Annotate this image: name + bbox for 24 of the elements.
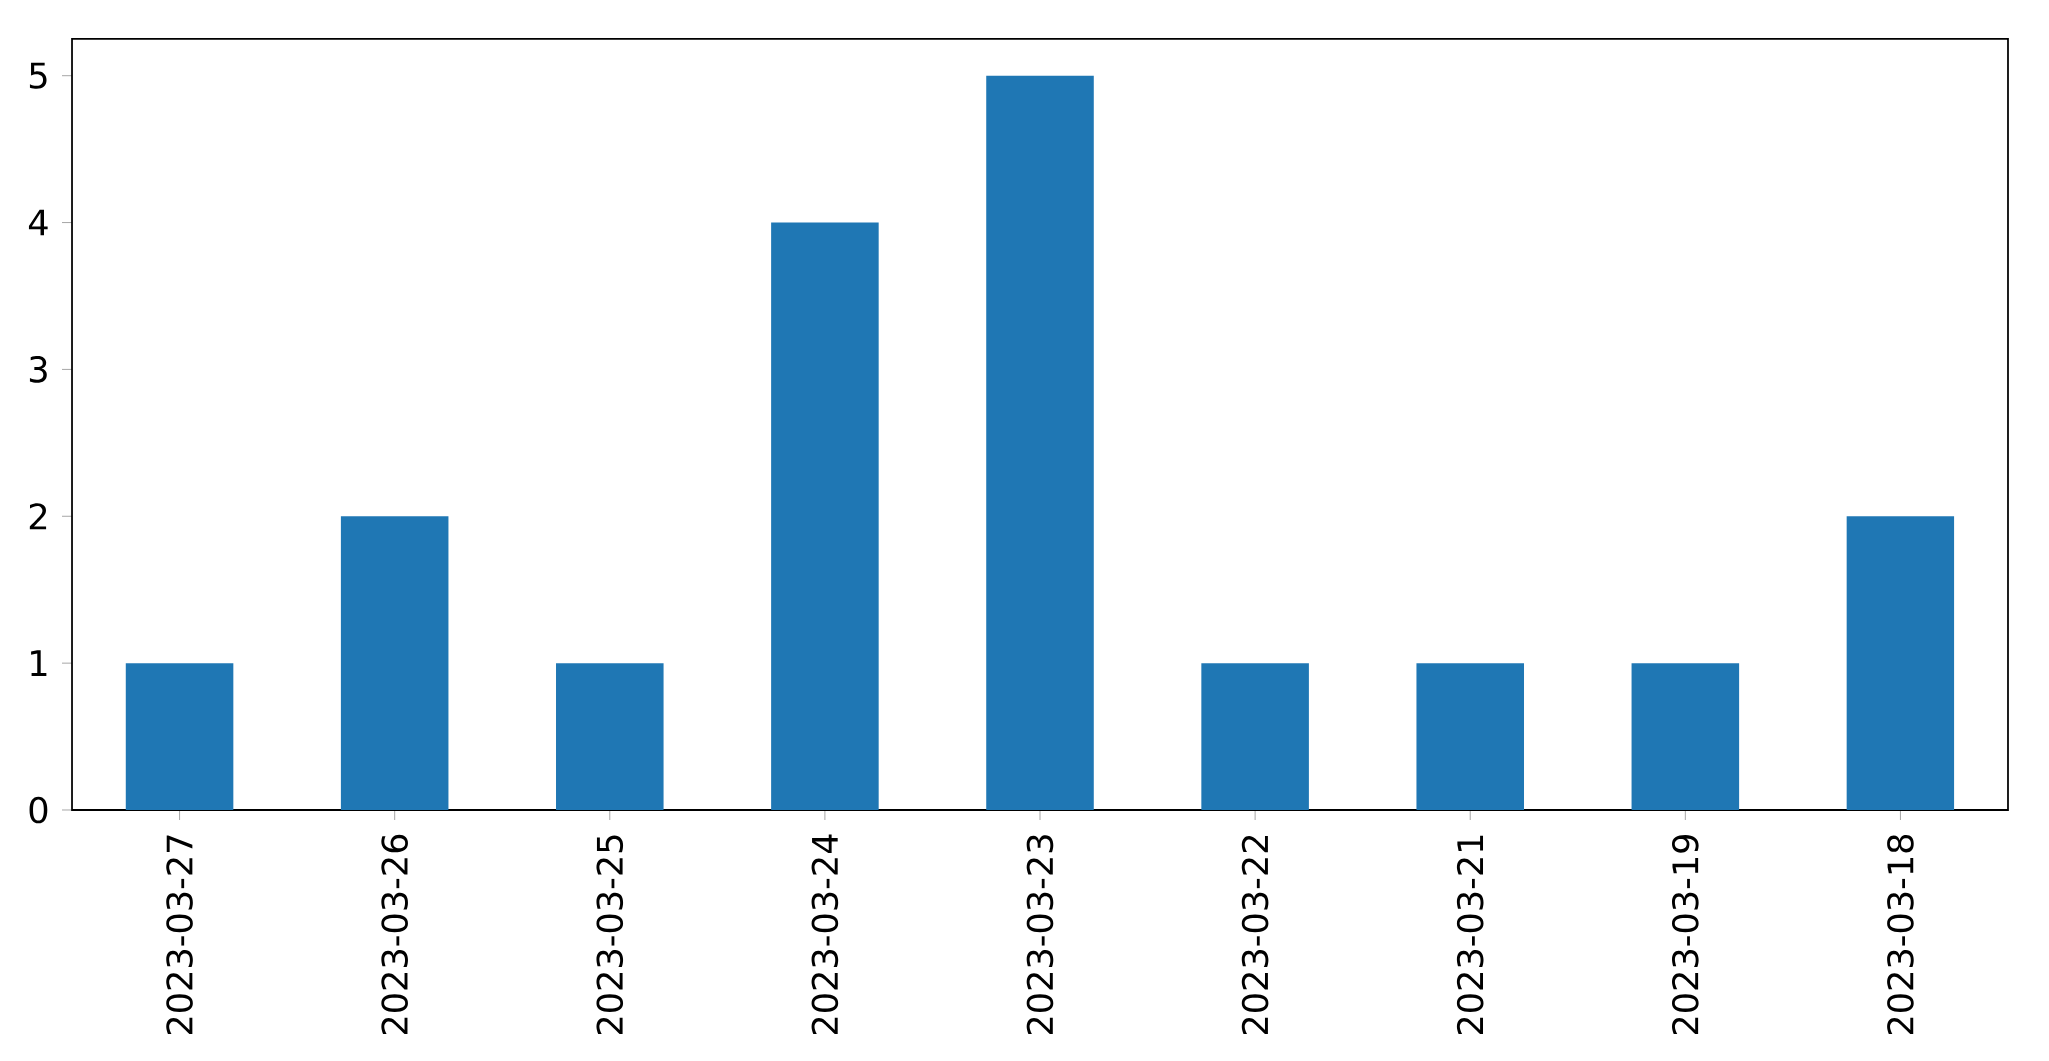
y-tick-label: 4 bbox=[28, 209, 48, 236]
bar bbox=[125, 663, 234, 810]
y-tick-label: 3 bbox=[29, 356, 47, 383]
x-tick-label: 2023-03-23 bbox=[1026, 835, 1054, 1035]
y-tick-label: 5 bbox=[29, 62, 47, 89]
x-tick-label: 2023-03-24 bbox=[811, 834, 839, 1035]
x-tick-label: 2023-03-27 bbox=[166, 835, 193, 1035]
x-tick-label: 2023-03-22 bbox=[1241, 835, 1269, 1035]
x-tick-label: 2023-03-25 bbox=[596, 835, 624, 1035]
bar bbox=[1631, 663, 1740, 810]
bar bbox=[556, 663, 664, 810]
y-tick-label: 1 bbox=[31, 650, 47, 676]
bar bbox=[1201, 663, 1309, 810]
x-tick-label: 2023-03-19 bbox=[1672, 834, 1699, 1035]
bar bbox=[986, 75, 1094, 810]
bar bbox=[340, 516, 449, 810]
bar bbox=[771, 222, 879, 810]
bar bbox=[1846, 516, 1955, 810]
y-tick-label: 2 bbox=[29, 503, 47, 530]
x-tick-label: 2023-03-21 bbox=[1456, 835, 1484, 1035]
x-tick-label: 2023-03-18 bbox=[1887, 834, 1914, 1035]
y-tick-label: 0 bbox=[29, 796, 48, 824]
bar bbox=[1416, 663, 1525, 810]
x-tick-label: 2023-03-26 bbox=[381, 834, 408, 1035]
